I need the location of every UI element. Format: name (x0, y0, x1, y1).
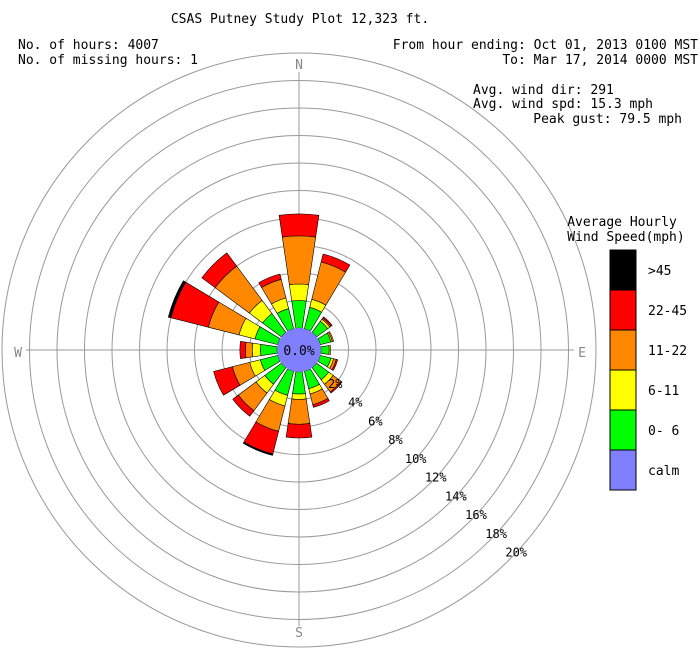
petal-270-bin-2 (245, 341, 254, 359)
petal-90-bin-0 (320, 345, 330, 355)
calm-center: 0.0% (277, 328, 321, 372)
calm-circle (277, 328, 321, 372)
compass-west: W (14, 346, 22, 361)
petal-292.5-bin-4 (167, 280, 187, 319)
petal-315-bin-3 (201, 252, 238, 289)
ring-20 (1, 52, 597, 648)
petal-157.5-bin-3 (312, 397, 330, 408)
petal-0-bin-1 (289, 283, 309, 302)
petal-202.5-bin-4 (242, 441, 274, 456)
petal-22.5-bin-3 (320, 253, 351, 273)
legend-title-line1: Average Hourly (567, 215, 677, 230)
petal-270-bin-3 (239, 341, 247, 359)
legend-swatch-0 (609, 249, 637, 291)
ring-label-6: 6% (368, 414, 383, 428)
petal-0-bin-0 (291, 300, 307, 329)
legend-label-4: 0- 6 (648, 424, 679, 439)
ring-label-18: 18% (485, 527, 507, 541)
ring-label-4: 4% (348, 396, 363, 410)
legend-label-2: 11-22 (648, 344, 687, 359)
legend-swatch-3 (609, 369, 637, 411)
ring-labels: 2% 4% 6% 8%10% 12% 14% 16% 18% 20% (328, 377, 528, 560)
avg-wind-spd: Avg. wind spd: 15.3 mph (473, 97, 653, 112)
petal-135-bin-3 (329, 380, 343, 394)
petal-180-bin-2 (287, 398, 311, 425)
legend-swatch-4 (609, 409, 637, 451)
petal-247.5-bin-3 (213, 366, 241, 396)
peak-gust: Peak gust: 79.5 mph (533, 112, 682, 127)
hours-count: No. of hours: 4007 (18, 38, 159, 53)
legend: Average Hourly Wind Speed(mph) >45 22-45 1… (567, 215, 687, 491)
petal-0-bin-3 (278, 213, 320, 238)
petal-90-bin-1 (328, 345, 331, 355)
wind-petals (167, 213, 351, 456)
period-from: From hour ending: Oct 01, 2013 0100 MST (393, 38, 698, 53)
ring-label-8: 8% (388, 433, 403, 447)
legend-title-line2: Wind Speed(mph) (567, 230, 684, 245)
petal-67.5-bin-2 (328, 331, 335, 342)
legend-label-0: >45 (648, 264, 671, 279)
petal-337.5-bin-3 (258, 273, 282, 288)
ring-label-16: 16% (465, 508, 487, 522)
period-to: To: Mar 17, 2014 0000 MST (502, 53, 698, 68)
avg-wind-dir: Avg. wind dir: 291 (473, 83, 614, 98)
petal-180-bin-1 (291, 393, 307, 400)
calm-percent-label: 0.0% (283, 344, 314, 359)
petal-180-bin-0 (292, 371, 306, 395)
legend-label-3: 6-11 (648, 384, 679, 399)
compass-east: E (578, 346, 586, 361)
petal-0-bin-2 (281, 235, 317, 286)
compass-south: S (295, 626, 303, 641)
ring-label-14: 14% (445, 489, 467, 503)
ring-label-2: 2% (328, 377, 343, 391)
ring-label-12: 12% (425, 471, 447, 485)
petal-270-bin-1 (251, 342, 262, 358)
legend-label-1: 22-45 (648, 304, 687, 319)
legend-swatch-1 (609, 289, 637, 331)
petal-180-bin-3 (285, 423, 313, 439)
legend-label-5: calm (648, 464, 679, 479)
petal-45-bin-3 (322, 316, 333, 327)
legend-swatch-5 (609, 449, 637, 491)
petal-225-bin-3 (232, 394, 255, 417)
missing-hours: No. of missing hours: 1 (18, 53, 198, 68)
petal-270-bin-0 (260, 344, 278, 356)
chart-title: CSAS Putney Study Plot 12,323 ft. (171, 12, 429, 27)
legend-swatch-2 (609, 329, 637, 371)
ring-label-10: 10% (405, 452, 427, 466)
compass-north: N (295, 58, 303, 73)
petal-112.5-bin-3 (331, 359, 339, 371)
ring-label-20: 20% (505, 546, 527, 560)
